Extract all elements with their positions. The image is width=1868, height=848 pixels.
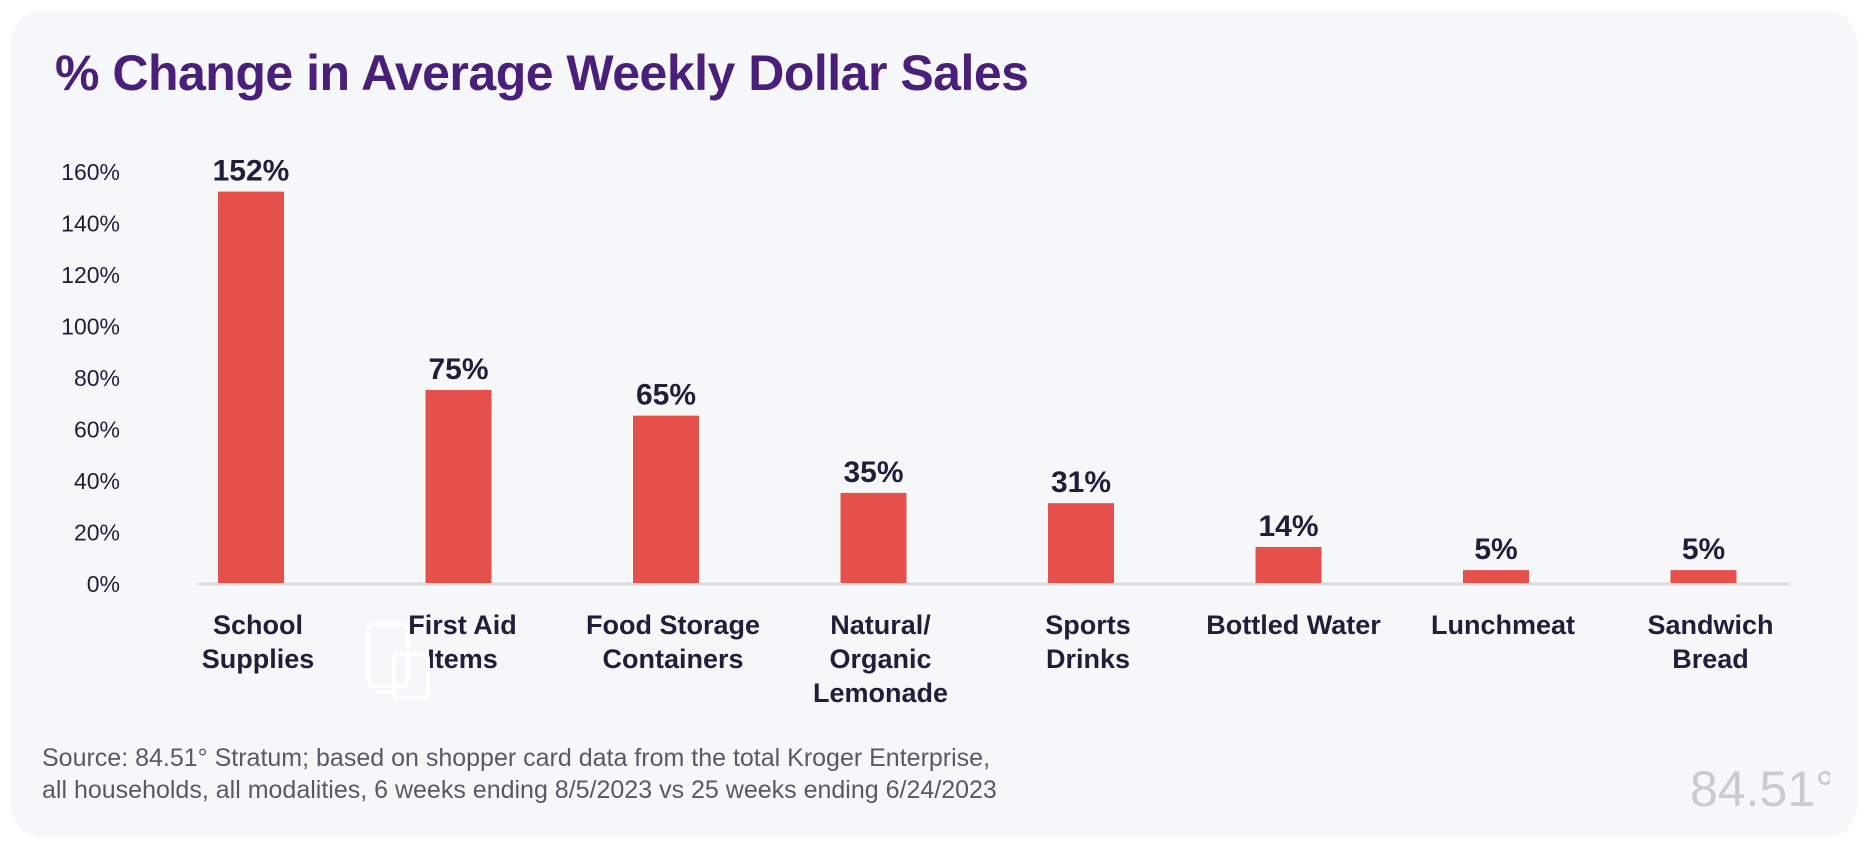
category-label: Supplies	[202, 644, 315, 674]
data-label: 35%	[843, 456, 903, 489]
category-label: Lemonade	[813, 678, 948, 708]
category-label: First Aid	[408, 610, 517, 640]
bar	[1255, 546, 1322, 583]
category-label: Organic	[829, 644, 931, 674]
device-watermark-icon	[366, 622, 430, 700]
source-line-1: Source: 84.51° Stratum; based on shopper…	[42, 744, 991, 772]
category-label: Sandwich	[1647, 610, 1773, 640]
category-label: Bread	[1672, 644, 1749, 674]
bar	[1048, 503, 1114, 583]
brand-logo-text: 84.51°	[1690, 761, 1830, 817]
category-label: Drinks	[1046, 644, 1130, 674]
y-tick-label: 140%	[61, 211, 120, 237]
y-tick-label: 40%	[74, 468, 120, 494]
data-label: 5%	[1682, 533, 1725, 566]
brand-logo: 84.51°	[1690, 761, 1830, 817]
category-label: Bottled Water	[1206, 610, 1381, 640]
bar	[1670, 570, 1737, 583]
y-tick-label: 160%	[61, 159, 120, 185]
y-tick-label: 120%	[61, 262, 120, 288]
y-tick-label: 100%	[61, 314, 120, 340]
data-label: 75%	[428, 353, 488, 386]
bar	[840, 492, 907, 583]
category-label: Containers	[602, 644, 743, 674]
y-tick-label: 20%	[74, 520, 120, 546]
source-note: Source: 84.51° Stratum; based on shopper…	[42, 742, 1242, 806]
chart-title: % Change in Average Weekly Dollar Sales	[55, 45, 1029, 101]
y-tick-label: 80%	[74, 365, 120, 391]
y-tick-label: 60%	[74, 417, 120, 443]
data-label: 65%	[636, 379, 696, 412]
bar	[218, 191, 284, 583]
data-label: 14%	[1258, 510, 1318, 543]
category-label: Sports	[1045, 610, 1131, 640]
y-tick-label: 0%	[87, 571, 120, 597]
category-label: Food Storage	[586, 610, 760, 640]
category-label: Items	[427, 644, 498, 674]
bar	[1463, 570, 1529, 583]
bar	[425, 389, 492, 583]
category-label: Natural/	[830, 610, 931, 640]
data-label: 31%	[1051, 466, 1111, 499]
category-label: School	[213, 610, 303, 640]
chart-card	[10, 10, 1858, 838]
category-label: Lunchmeat	[1431, 610, 1575, 640]
bar	[633, 415, 699, 583]
data-label: 152%	[213, 155, 290, 188]
source-line-2: all households, all modalities, 6 weeks …	[42, 776, 997, 804]
data-label: 5%	[1474, 533, 1517, 566]
